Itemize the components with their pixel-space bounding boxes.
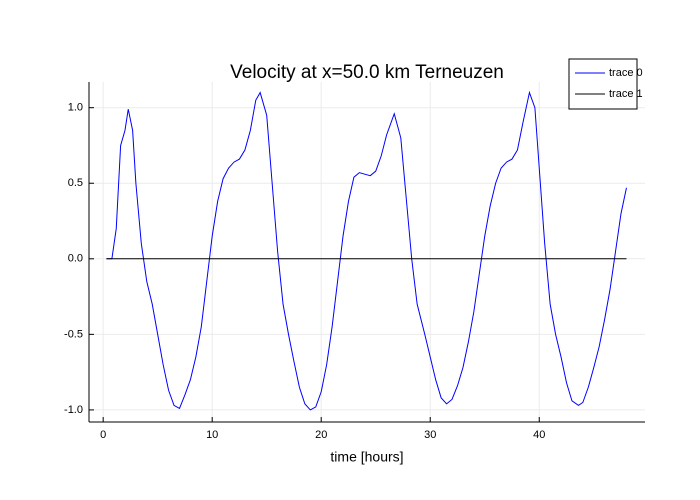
x-tick-label: 40 bbox=[533, 429, 545, 441]
line bbox=[106, 90, 627, 411]
x-tick-label: 30 bbox=[424, 429, 436, 441]
y-tick-label: -0.5 bbox=[64, 328, 83, 340]
y-tick-label: -1.0 bbox=[64, 404, 83, 416]
chart-title: Velocity at x=50.0 km Terneuzen bbox=[230, 62, 504, 83]
y-tick-label: 1.0 bbox=[68, 102, 83, 114]
y-tick-label: 0.0 bbox=[68, 253, 83, 265]
y-tick-label: 0.5 bbox=[68, 177, 83, 189]
legend-box bbox=[568, 58, 638, 110]
x-tick-label: 0 bbox=[100, 429, 106, 441]
x-tick-label: 10 bbox=[206, 429, 218, 441]
legend-label: trace 0 bbox=[609, 67, 643, 79]
legend-label: trace 1 bbox=[609, 88, 643, 100]
x-axis-label: time [hours] bbox=[330, 449, 403, 465]
x-tick-label: 20 bbox=[315, 429, 327, 441]
